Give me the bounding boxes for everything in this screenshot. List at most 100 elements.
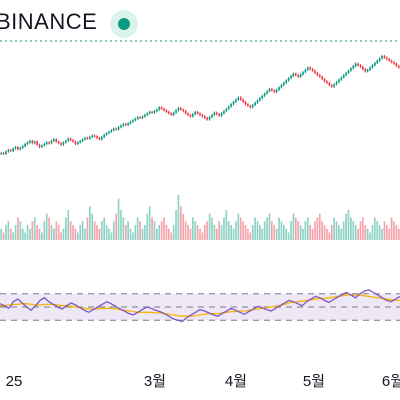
candle-body — [201, 114, 204, 117]
candle-body — [146, 113, 149, 115]
candle-body — [232, 101, 235, 105]
volume-bar — [292, 213, 295, 240]
candle-body — [134, 118, 137, 121]
candle-body — [72, 140, 74, 142]
volume-bar — [206, 221, 209, 240]
candle-body — [9, 150, 12, 152]
volume-bar — [342, 221, 345, 240]
candle-body — [323, 79, 326, 82]
volume-bar — [72, 225, 74, 240]
candle-body — [381, 56, 383, 59]
volume-bar — [232, 228, 235, 240]
volume-bar — [385, 225, 388, 240]
candle-body — [105, 133, 108, 135]
candle-body — [247, 104, 249, 106]
volume-bar — [196, 225, 199, 240]
volume-bar — [21, 228, 24, 240]
candle-body — [378, 58, 381, 61]
candle-body — [79, 140, 82, 143]
volume-bar — [275, 228, 278, 240]
x-tick-label: 4월 — [225, 373, 247, 390]
volume-bar — [323, 225, 326, 240]
candlestick-series — [0, 54, 400, 156]
rsi-line — [0, 289, 400, 323]
volume-bar — [19, 221, 22, 240]
x-tick-label: 3월 — [144, 373, 166, 390]
volume-bar — [180, 206, 182, 240]
volume-bar — [112, 221, 115, 240]
candle-body — [359, 65, 362, 67]
volume-bar — [328, 232, 331, 240]
volume-bar — [146, 213, 149, 240]
candle-body — [340, 77, 343, 80]
candle-body — [65, 140, 67, 143]
candle-body — [141, 116, 144, 118]
candle-body — [60, 143, 62, 145]
volume-bar — [397, 228, 400, 240]
volume-bar — [215, 228, 218, 240]
candle-body — [69, 138, 72, 141]
volume-bar — [354, 225, 357, 240]
volume-bar — [5, 225, 7, 240]
volume-bar — [65, 217, 67, 240]
volume-bar — [93, 221, 96, 240]
rsi-pane[interactable] — [0, 289, 400, 323]
candle-body — [91, 135, 94, 138]
x-tick-label: 25 — [6, 373, 23, 390]
volume-bar — [259, 225, 261, 240]
candle-body — [306, 67, 309, 70]
candle-body — [213, 112, 216, 115]
candle-body — [112, 128, 115, 131]
candle-body — [230, 104, 232, 107]
volume-bar — [57, 225, 60, 240]
volume-bar — [218, 221, 220, 240]
volume-bar — [271, 221, 273, 240]
volume-bar — [366, 228, 369, 240]
volume-bar — [390, 217, 393, 240]
volume-bar — [110, 232, 113, 240]
market-status-indicator — [110, 10, 138, 38]
candle-body — [62, 142, 65, 145]
candle-body — [211, 114, 213, 118]
candle-body — [338, 79, 340, 83]
candle-body — [177, 108, 180, 111]
candle-body — [235, 99, 237, 102]
candle-body — [237, 97, 240, 100]
volume-bar — [364, 225, 367, 240]
volume-bar — [316, 217, 319, 240]
candle-body — [206, 117, 209, 120]
volume-bar — [309, 225, 312, 240]
candle-body — [84, 137, 86, 140]
volume-bar — [86, 217, 89, 240]
volume-bar — [326, 228, 328, 240]
volume-bar — [103, 217, 106, 240]
candle-body — [369, 67, 371, 70]
candle-body — [108, 131, 110, 134]
volume-bar — [98, 228, 101, 240]
candle-body — [26, 142, 29, 144]
volume-bar — [122, 217, 125, 240]
volume-bar — [395, 225, 398, 240]
volume-bar — [282, 225, 285, 240]
volume-bar — [74, 228, 77, 240]
volume-bar — [194, 221, 197, 240]
candle-body — [354, 63, 357, 67]
volume-bar — [393, 221, 395, 240]
volume-bar — [369, 232, 371, 240]
candle-body — [57, 141, 60, 144]
candle-body — [259, 98, 261, 101]
volume-bar — [263, 221, 266, 240]
candle-body — [297, 75, 300, 77]
candle-body — [215, 112, 218, 115]
volume-bar — [81, 221, 84, 240]
candle-body — [12, 148, 15, 151]
volume-bar — [256, 221, 259, 240]
volume-bar — [388, 228, 391, 240]
candle-body — [254, 102, 256, 105]
volume-bar — [2, 232, 5, 240]
volume-bar — [383, 221, 386, 240]
candle-body — [333, 84, 335, 87]
candle-body — [194, 111, 197, 115]
x-tick-label: 6월 — [382, 373, 400, 390]
